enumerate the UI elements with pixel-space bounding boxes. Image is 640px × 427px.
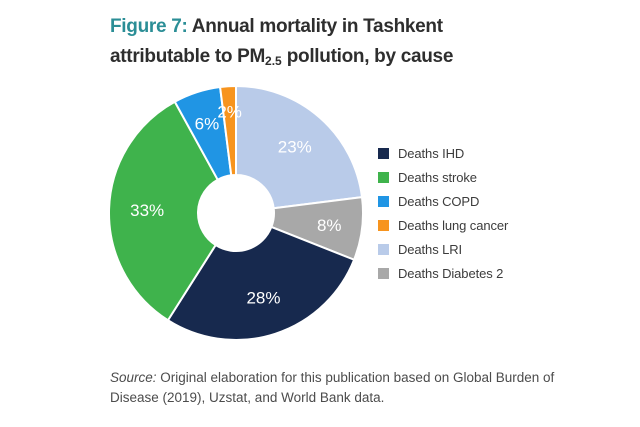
donut-label-deaths-stroke: 33%: [130, 201, 164, 220]
legend-swatch-deaths-copd: [378, 196, 389, 207]
donut-label-deaths-lung-cancer: 2%: [217, 103, 242, 122]
figure-title: Figure 7: Annual mortality in Tashkent a…: [110, 12, 453, 76]
figure-title-text-line2: attributable to PM: [110, 46, 266, 67]
donut-slice-deaths-stroke: [108, 100, 219, 322]
donut-slice-deaths-lri: [235, 85, 363, 210]
source-note: Source: Original elaboration for this pu…: [110, 368, 570, 408]
source-prefix: Source:: [110, 370, 157, 385]
pm25-subscript: 2.5: [265, 54, 282, 68]
legend-label-deaths-lung-cancer: Deaths lung cancer: [398, 218, 509, 233]
legend-label-deaths-lri: Deaths LRI: [398, 242, 463, 257]
legend-swatch-deaths-lung-cancer: [378, 220, 389, 231]
legend-label-deaths-stroke: Deaths stroke: [398, 170, 477, 185]
legend-swatch-deaths-ihd: [378, 148, 389, 159]
donut-slice-deaths-ihd: [166, 225, 356, 341]
chart-legend: Deaths IHD Deaths stroke Deaths COPD Dea…: [378, 146, 508, 290]
legend-label-deaths-copd: Deaths COPD: [398, 194, 480, 209]
legend-swatch-deaths-diabetes-2: [378, 268, 389, 279]
legend-label-deaths-ihd: Deaths IHD: [398, 146, 465, 161]
figure-title-line2: attributable to PM2.5 pollution, by caus…: [110, 42, 453, 76]
legend-item-deaths-lri: Deaths LRI: [378, 242, 508, 257]
source-text: Original elaboration for this publicatio…: [110, 370, 555, 405]
legend-swatch-deaths-lri: [378, 244, 389, 255]
donut-slice-deaths-lung-cancer: [219, 84, 237, 177]
legend-item-deaths-diabetes-2: Deaths Diabetes 2: [378, 266, 508, 281]
figure-number-label: Figure 7:: [110, 16, 188, 37]
legend-label-deaths-diabetes-2: Deaths Diabetes 2: [398, 266, 504, 281]
donut-label-deaths-copd: 6%: [195, 115, 220, 134]
donut-chart: 23% 8% 28% 33% 6%2%: [108, 84, 364, 341]
legend-item-deaths-lung-cancer: Deaths lung cancer: [378, 218, 508, 233]
legend-swatch-deaths-stroke: [378, 172, 389, 183]
legend-item-deaths-ihd: Deaths IHD: [378, 146, 508, 161]
figure-title-text-line2-end: pollution, by cause: [281, 46, 454, 67]
figure-title-line1: Figure 7: Annual mortality in Tashkent: [110, 12, 453, 42]
legend-item-deaths-stroke: Deaths stroke: [378, 170, 508, 185]
figure-title-text-line1: Annual mortality in Tashkent: [187, 16, 443, 37]
donut-label-deaths-diabetes-2: 8%: [317, 216, 342, 235]
legend-item-deaths-copd: Deaths COPD: [378, 194, 508, 209]
donut-label-deaths-lri: 23%: [278, 137, 312, 156]
donut-label-deaths-ihd: 28%: [246, 289, 280, 308]
